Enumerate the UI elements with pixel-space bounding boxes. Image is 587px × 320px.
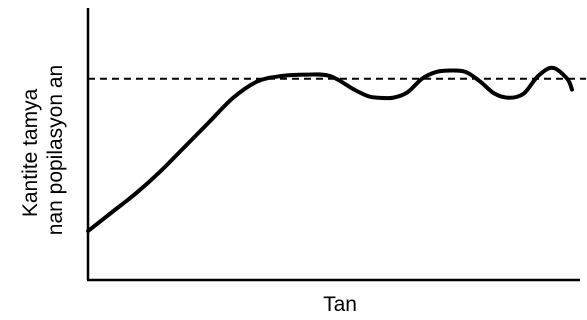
- data-points: [86, 66, 574, 233]
- y-axis-label-line-1: Kantite tamya: [19, 88, 42, 217]
- axes: [86, 8, 580, 282]
- y-axis-label-line-2: nan popilasyon an: [44, 65, 67, 235]
- population-series-line: [86, 65, 574, 234]
- x-axis-label: Tan: [323, 293, 357, 316]
- y-axis-label: Kantite tamya nan popilasyon an: [19, 65, 67, 235]
